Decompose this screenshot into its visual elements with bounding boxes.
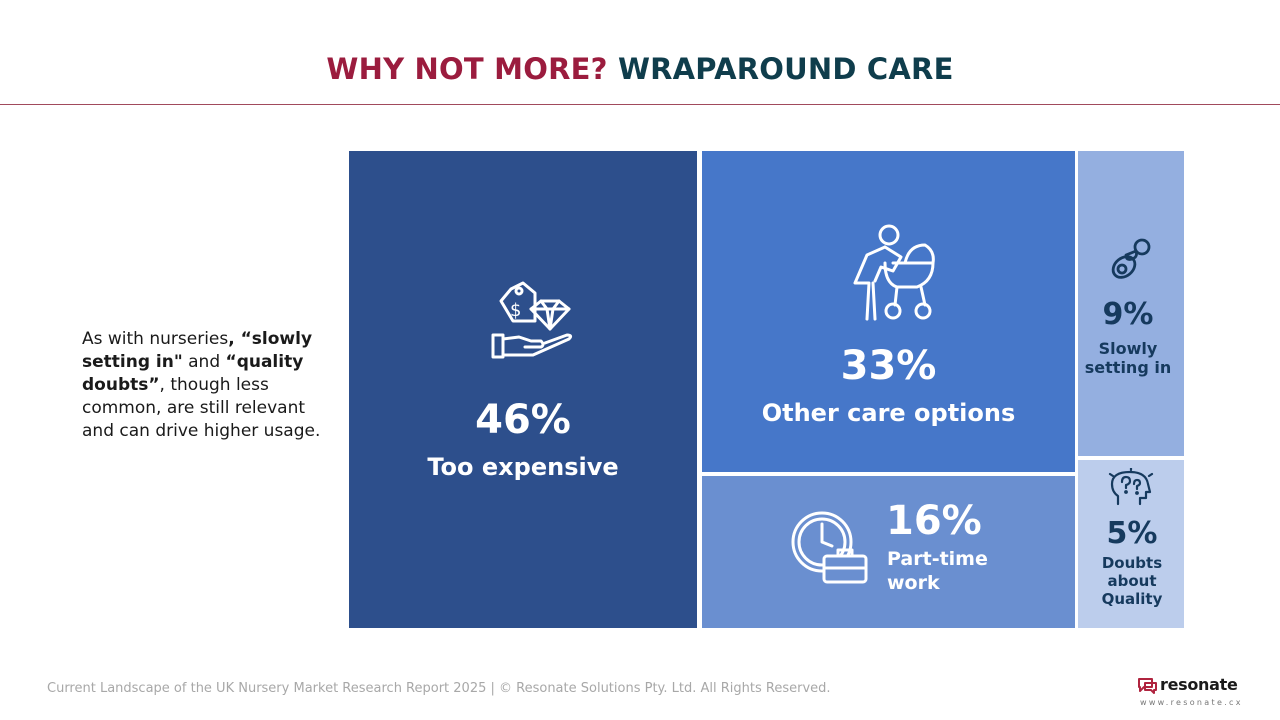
label-doubts-about-quality-line2: about: [1107, 572, 1157, 590]
desc-part-3: , though less common, are still relevant…: [82, 375, 321, 441]
value-part-time-work: 16%: [886, 498, 982, 544]
label-too-expensive: Too expensive: [427, 453, 619, 481]
desc-part-1: As with nurseries: [82, 329, 229, 349]
desc-bold-1: , “slowly setting in": [82, 329, 313, 372]
value-too-expensive: 46%: [475, 397, 571, 443]
label-doubts-about-quality-line1: Doubts: [1101, 554, 1163, 572]
svg-text:$: $: [510, 300, 521, 321]
desc-bold-2: “quality doubts”: [82, 352, 304, 395]
tile-other-care-options: 33% Other care options: [702, 151, 1075, 472]
title-divider: [0, 104, 1280, 105]
page-title: WHY NOT MORE? WRAPAROUND CARE: [0, 52, 1280, 86]
value-other-care-options: 33%: [840, 343, 937, 389]
tile-part-time-work: 16% Part-time work: [702, 476, 1075, 628]
logo-url: www.resonate.cx: [1140, 698, 1243, 707]
label-part-time-work-line1: Part-time: [887, 548, 988, 570]
label-slowly-setting-in-line2: setting in: [1084, 358, 1172, 377]
tile-slowly-setting-in: 9% Slowly setting in: [1078, 151, 1184, 456]
label-doubts-about-quality-line3: Quality: [1101, 590, 1163, 608]
title-part-1: WHY NOT MORE?: [326, 52, 608, 86]
label-other-care-options: Other care options: [761, 399, 1016, 427]
value-slowly-setting-in: 9%: [1102, 297, 1154, 332]
desc-part-2: and: [182, 352, 226, 372]
label-slowly-setting-in-line1: Slowly: [1098, 339, 1158, 358]
value-doubts-about-quality: 5%: [1106, 516, 1158, 551]
person-with-pram-icon: [853, 224, 935, 321]
tile-too-expensive: $ 46% Too expensive: [349, 151, 697, 628]
head-question-marks-icon: [1108, 468, 1154, 506]
logo-wordmark: resonate: [1160, 675, 1238, 694]
tile-doubts-about-quality: 5% Doubts about Quality: [1078, 460, 1184, 628]
price-tag-diamond-hand-icon: $: [491, 281, 573, 359]
pacifier-icon: [1111, 238, 1151, 279]
resonate-logo-icon: [1138, 678, 1157, 694]
title-part-2: WRAPAROUND CARE: [617, 52, 954, 86]
description-text: As with nurseries, “slowly setting in" a…: [82, 328, 322, 443]
label-part-time-work-line2: work: [887, 572, 940, 594]
footer-text: Current Landscape of the UK Nursery Mark…: [47, 681, 831, 696]
clock-briefcase-icon: [791, 511, 868, 584]
